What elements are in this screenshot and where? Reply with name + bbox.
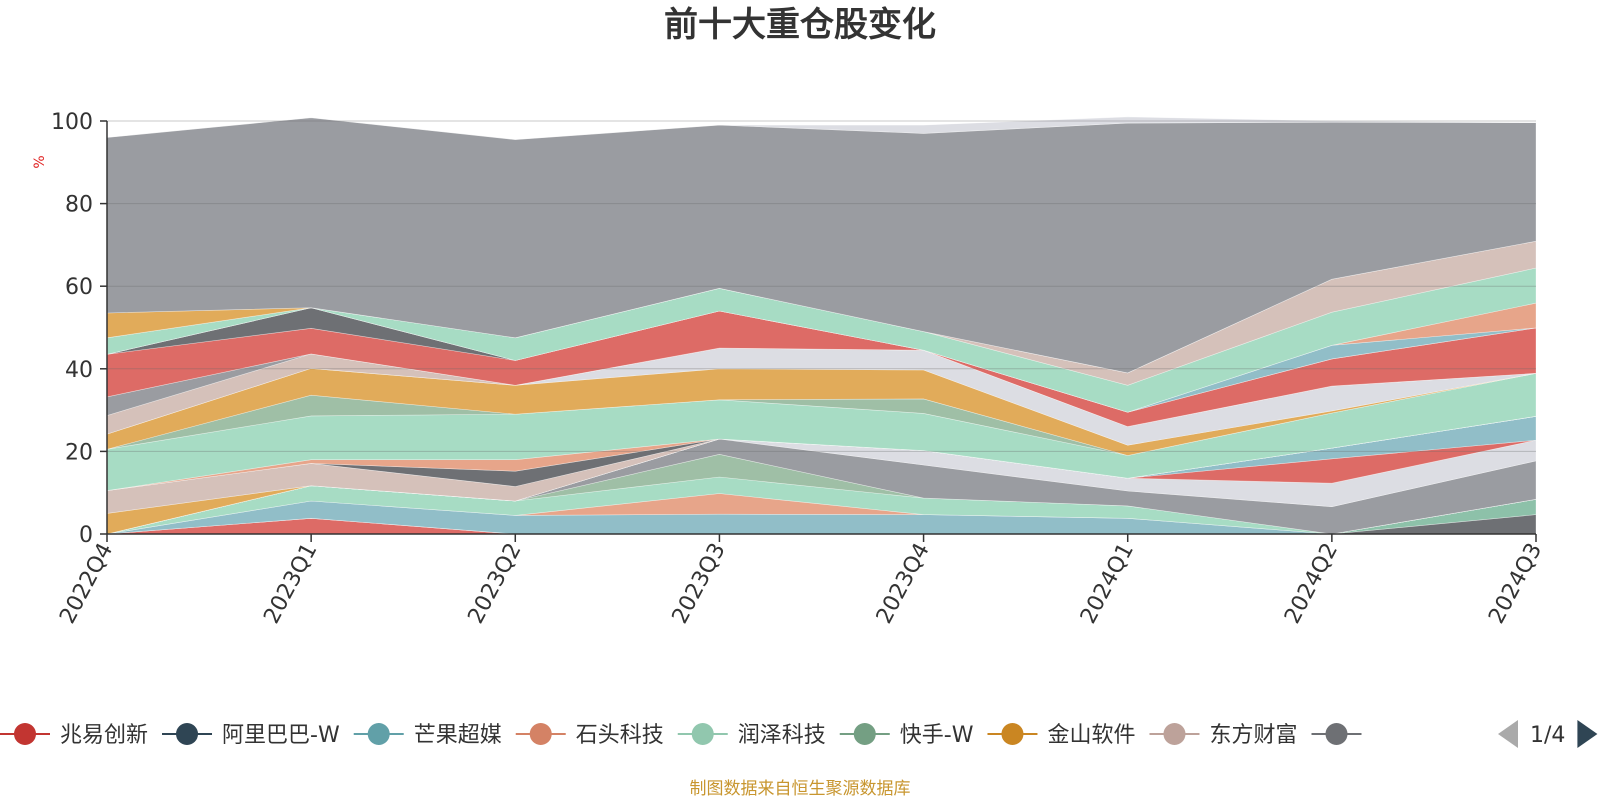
legend-prev-page-icon[interactable] <box>1498 720 1518 748</box>
legend-label-4: 润泽科技 <box>738 723 826 748</box>
legend-item-2[interactable]: 芒果超媒 <box>353 723 502 748</box>
chart-source-note: 制图数据来自恒生聚源数据库 <box>689 779 911 799</box>
legend-item-6[interactable]: 金山软件 <box>987 723 1135 748</box>
y-tick-label-0: 0 <box>79 523 93 548</box>
legend-marker-3 <box>529 723 552 745</box>
legend-label-2: 芒果超媒 <box>414 723 502 748</box>
legend-marker-1 <box>176 723 199 745</box>
x-tick-label-5: 2024Q1 <box>1076 539 1139 628</box>
x-tick-label-7: 2024Q3 <box>1484 539 1547 628</box>
y-axis-unit-label: % <box>32 155 48 168</box>
y-tick-label-3: 60 <box>65 275 93 300</box>
x-tick-label-2: 2023Q2 <box>464 539 527 628</box>
legend-label-3: 石头科技 <box>576 723 664 748</box>
y-tick-label-1: 20 <box>65 440 93 465</box>
legend-marker-5 <box>853 723 876 745</box>
legend-label-5: 快手-W <box>900 723 974 748</box>
legend-item-4[interactable]: 润泽科技 <box>677 723 826 748</box>
y-tick-label-4: 80 <box>65 193 93 218</box>
area-series-29 <box>106 116 1537 140</box>
legend-page-indicator: 1/4 <box>1530 723 1565 748</box>
y-tick-label-5: 100 <box>51 110 93 135</box>
area-layer <box>106 116 1537 535</box>
x-tick-label-6: 2024Q2 <box>1280 539 1343 628</box>
x-tick-label-3: 2023Q3 <box>668 539 731 628</box>
legend-marker-7 <box>1163 723 1186 745</box>
x-tick-label-0: 2022Q4 <box>55 539 118 628</box>
x-tick-label-1: 2023Q1 <box>259 539 322 628</box>
legend-label-6: 金山软件 <box>1047 723 1135 748</box>
legend-item-3[interactable]: 石头科技 <box>515 723 664 748</box>
y-tick-label-2: 40 <box>65 358 93 383</box>
x-tick-label-4: 2023Q4 <box>872 539 935 628</box>
legend-marker-6 <box>1001 723 1024 745</box>
legend-marker-8 <box>1325 723 1348 745</box>
legend-label-7: 东方财富 <box>1209 723 1297 748</box>
legend-item-0[interactable]: 兆易创新 <box>0 723 148 748</box>
legend-label-0: 兆易创新 <box>60 723 148 748</box>
legend-label-1: 阿里巴巴-W <box>222 723 340 748</box>
legend-item-5[interactable]: 快手-W <box>839 723 974 748</box>
legend-marker-2 <box>367 723 390 745</box>
legend-item-7[interactable]: 东方财富 <box>1149 723 1298 748</box>
chart-title: 前十大重仓股变化 <box>664 5 936 45</box>
legend-next-page-icon[interactable] <box>1577 720 1598 748</box>
grid-layer <box>107 120 1536 452</box>
legend: 兆易创新 阿里巴巴-W 芒果超媒 石头科技 润泽科技 快手-W 金山软件 东方财富 1/4 <box>0 720 1598 748</box>
legend-marker-0 <box>14 723 36 745</box>
legend-marker-4 <box>691 723 714 745</box>
legend-item-8[interactable] <box>1311 723 1362 745</box>
legend-item-1[interactable]: 阿里巴巴-W <box>162 723 340 748</box>
